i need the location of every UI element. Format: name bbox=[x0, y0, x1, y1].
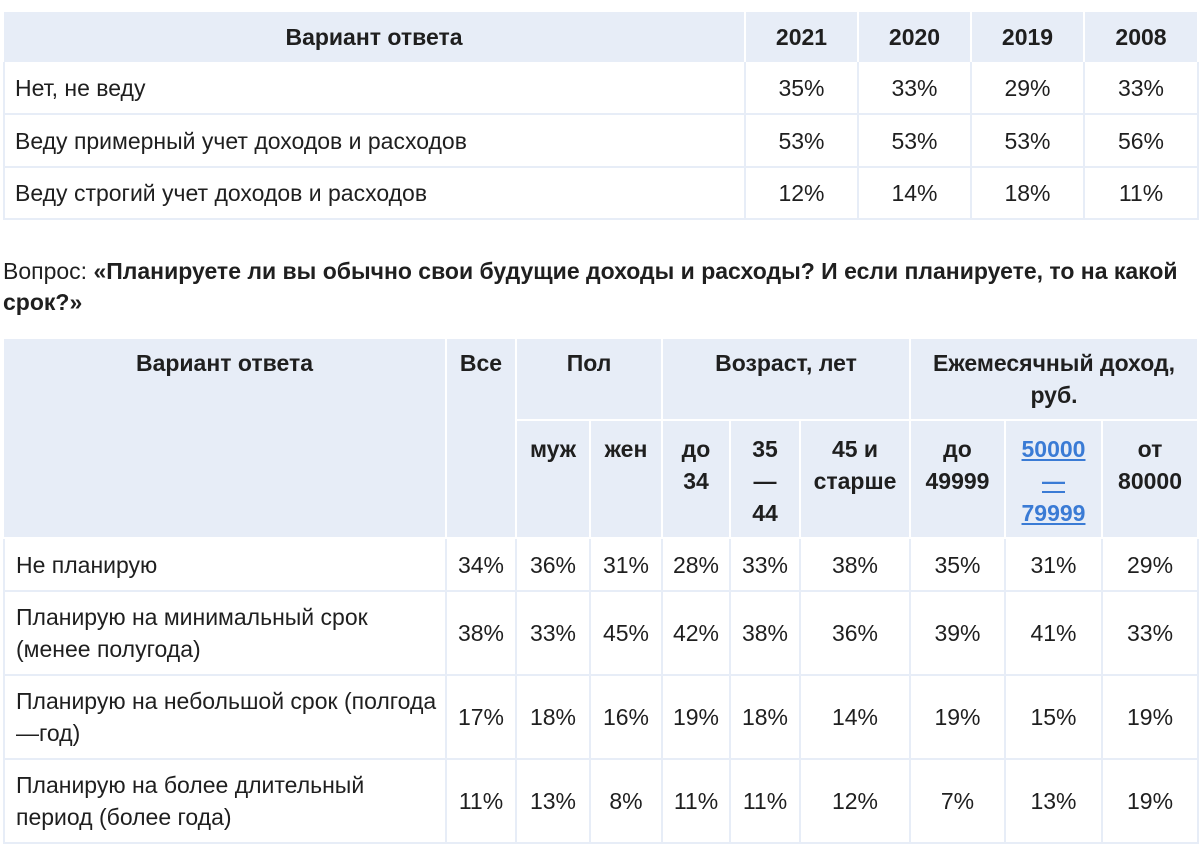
table-cell: 53% bbox=[971, 114, 1085, 168]
group-header-row: Вариант ответа Все Пол Возраст, лет Ежем… bbox=[4, 339, 1200, 539]
column-header: 2020 bbox=[858, 12, 972, 62]
table-cell: 53% bbox=[745, 114, 859, 168]
table-cell: 16% bbox=[590, 675, 663, 760]
column-header: Вариант ответа bbox=[4, 12, 746, 62]
question-prefix: Вопрос: bbox=[3, 258, 94, 284]
table-cell: 33% bbox=[1084, 62, 1199, 115]
column-header: 2019 bbox=[971, 12, 1085, 62]
table-cell: 13% bbox=[1005, 759, 1103, 844]
subheader-age-under-34: до 34 bbox=[662, 420, 731, 539]
subheader-age-45-plus: 45 и старше bbox=[800, 420, 911, 539]
table-row: Планирую на минимальный срок (менее полу… bbox=[3, 591, 1200, 676]
table-cell: 18% bbox=[516, 675, 591, 760]
table-cell: 18% bbox=[971, 167, 1085, 220]
group-header-income: Ежемесячный доход, руб. bbox=[910, 339, 1200, 421]
table-cell: 17% bbox=[446, 675, 517, 760]
income-mid-link[interactable]: 50000 — 79999 bbox=[1021, 436, 1086, 526]
subheader-income-low: до 49999 bbox=[910, 420, 1006, 539]
group-header-gender: Пол bbox=[516, 339, 663, 421]
table-cell: 38% bbox=[800, 538, 911, 592]
table-cell: 14% bbox=[800, 675, 911, 760]
table-cell: 14% bbox=[858, 167, 972, 220]
table-cell: 35% bbox=[910, 538, 1006, 592]
table-cell: 11% bbox=[662, 759, 731, 844]
subheader-row: муж жен до 34 35 — 44 45 и старше до 499… bbox=[4, 420, 1200, 539]
table-cell: 8% bbox=[590, 759, 663, 844]
table-cell: 36% bbox=[800, 591, 911, 676]
table-cell: 36% bbox=[516, 538, 591, 592]
table-cell: 42% bbox=[662, 591, 731, 676]
row-label: Не планирую bbox=[3, 538, 447, 592]
table-cell: 35% bbox=[745, 62, 859, 115]
table-cell: 33% bbox=[858, 62, 972, 115]
yearly-comparison-table: Вариант ответа 2021 2020 2019 2008 Нет, … bbox=[3, 12, 1199, 220]
row-label: Веду примерный учет доходов и расходов bbox=[3, 114, 746, 168]
table-cell: 15% bbox=[1005, 675, 1103, 760]
table-cell: 39% bbox=[910, 591, 1006, 676]
table-row: Планирую на более длительный период (бол… bbox=[3, 759, 1200, 844]
table-cell: 28% bbox=[662, 538, 731, 592]
table-cell: 19% bbox=[1102, 759, 1200, 844]
table-cell: 31% bbox=[590, 538, 663, 592]
table-cell: 33% bbox=[730, 538, 801, 592]
row-label: Планирую на минимальный срок (менее полу… bbox=[3, 591, 447, 676]
table-cell: 56% bbox=[1084, 114, 1199, 168]
table-row: Веду строгий учет доходов и расходов 12%… bbox=[3, 167, 1199, 220]
subheader-income-high: от 80000 bbox=[1102, 420, 1200, 539]
table-cell: 53% bbox=[858, 114, 972, 168]
group-header-age: Возраст, лет bbox=[662, 339, 911, 421]
subheader-male: муж bbox=[516, 420, 591, 539]
table-cell: 33% bbox=[516, 591, 591, 676]
question-body: «Планируете ли вы обычно свои будущие до… bbox=[3, 258, 1178, 315]
table-cell: 19% bbox=[662, 675, 731, 760]
table-cell: 29% bbox=[971, 62, 1085, 115]
planning-survey-table: Вариант ответа Все Пол Возраст, лет Ежем… bbox=[3, 339, 1200, 844]
table-cell: 41% bbox=[1005, 591, 1103, 676]
table-cell: 11% bbox=[446, 759, 517, 844]
table-row: Не планирую 34% 36% 31% 28% 33% 38% 35% … bbox=[3, 538, 1200, 592]
row-label: Нет, не веду bbox=[3, 62, 746, 115]
table-cell: 11% bbox=[1084, 167, 1199, 220]
table-cell: 34% bbox=[446, 538, 517, 592]
table-cell: 18% bbox=[730, 675, 801, 760]
table-cell: 11% bbox=[730, 759, 801, 844]
table-cell: 33% bbox=[1102, 591, 1200, 676]
table-cell: 19% bbox=[1102, 675, 1200, 760]
table-cell: 13% bbox=[516, 759, 591, 844]
table-row: Нет, не веду 35% 33% 29% 33% bbox=[3, 62, 1199, 115]
table-cell: 29% bbox=[1102, 538, 1200, 592]
subheader-income-mid[interactable]: 50000 — 79999 bbox=[1005, 420, 1103, 539]
table-cell: 19% bbox=[910, 675, 1006, 760]
question-text: Вопрос: «Планируете ли вы обычно свои бу… bbox=[3, 256, 1197, 318]
table-row: Веду примерный учет доходов и расходов 5… bbox=[3, 114, 1199, 168]
all-column-header: Все bbox=[446, 339, 517, 539]
subheader-female: жен bbox=[590, 420, 663, 539]
column-header: 2008 bbox=[1084, 12, 1199, 62]
table-cell: 31% bbox=[1005, 538, 1103, 592]
table-cell: 12% bbox=[800, 759, 911, 844]
table-cell: 38% bbox=[730, 591, 801, 676]
table-cell: 38% bbox=[446, 591, 517, 676]
subheader-age-35-44: 35 — 44 bbox=[730, 420, 801, 539]
table-cell: 45% bbox=[590, 591, 663, 676]
answer-column-header: Вариант ответа bbox=[4, 339, 447, 539]
row-label: Планирую на более длительный период (бол… bbox=[3, 759, 447, 844]
table-row: Планирую на небольшой срок (полгода—год)… bbox=[3, 675, 1200, 760]
column-header: 2021 bbox=[745, 12, 859, 62]
table-header-row: Вариант ответа 2021 2020 2019 2008 bbox=[4, 12, 1199, 62]
table-cell: 7% bbox=[910, 759, 1006, 844]
row-label: Планирую на небольшой срок (полгода—год) bbox=[3, 675, 447, 760]
table-cell: 12% bbox=[745, 167, 859, 220]
row-label: Веду строгий учет доходов и расходов bbox=[3, 167, 746, 220]
